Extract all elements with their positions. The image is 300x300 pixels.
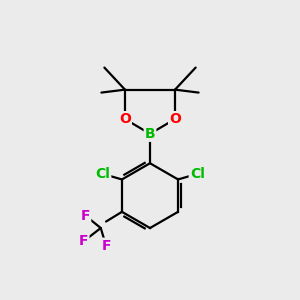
Text: F: F bbox=[81, 209, 90, 223]
Text: O: O bbox=[119, 112, 131, 126]
Text: Cl: Cl bbox=[95, 167, 110, 181]
Text: Cl: Cl bbox=[190, 167, 205, 181]
Text: B: B bbox=[145, 127, 155, 141]
Text: O: O bbox=[169, 112, 181, 126]
Text: F: F bbox=[101, 239, 111, 253]
Text: F: F bbox=[79, 234, 88, 248]
